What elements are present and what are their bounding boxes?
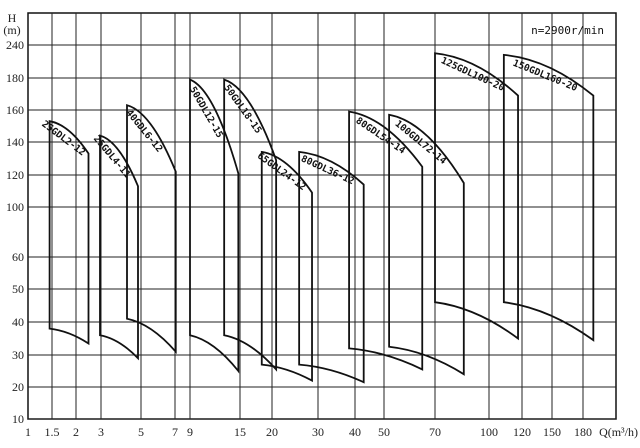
x-tick-label: 3 <box>98 425 104 439</box>
x-axis-label: Q(m³/h) <box>599 425 638 439</box>
series-label: 125GDL100-20 <box>439 55 506 94</box>
x-tick-label: 180 <box>574 425 592 439</box>
x-tick-label: 5 <box>138 425 144 439</box>
y-tick-label: 20 <box>12 380 24 394</box>
x-tick-label: 100 <box>480 425 498 439</box>
y-tick-label: 100 <box>6 200 24 214</box>
y-tick-label: 180 <box>6 71 24 85</box>
x-tick-label: 9 <box>187 425 193 439</box>
x-tick-label: 2 <box>73 425 79 439</box>
y-tick-label: 60 <box>12 250 24 264</box>
envelope-150GDL160-20 <box>502 53 595 342</box>
x-tick-label: 40 <box>349 425 361 439</box>
y-tick-label: 40 <box>12 315 24 329</box>
x-tick-label: 150 <box>543 425 561 439</box>
y-tick-label: 10 <box>12 412 24 426</box>
y-axis-label-h: H <box>8 11 17 25</box>
x-tick-label: 1 <box>25 425 31 439</box>
envelope-80GDL36-12 <box>298 150 365 384</box>
series-label: 150GDL160-20 <box>511 58 579 94</box>
series-label: 50GDL18-15 <box>221 83 263 136</box>
y-tick-label: 140 <box>6 135 24 149</box>
x-tick-label: 7 <box>172 425 178 439</box>
envelope-40GDL6-12 <box>126 104 177 355</box>
series-label: 25GDL2-12 <box>39 119 87 159</box>
envelope-50GDL18-15 <box>223 78 278 372</box>
envelope-65GDL24-12 <box>260 150 313 383</box>
x-tick-label: 50 <box>378 425 390 439</box>
y-axis-label-unit: (m) <box>3 23 20 37</box>
y-tick-label: 160 <box>6 103 24 117</box>
y-tick-label: 30 <box>12 348 24 362</box>
envelope-125GDL100-20 <box>434 52 519 341</box>
x-tick-label: 15 <box>234 425 246 439</box>
series-label: 40GDL6-12 <box>123 108 164 155</box>
tick-labels: 10 20 30 40 50 60 100 120 140 160 180 240 1 1.5 2 3 5 7 9 1… <box>6 38 592 439</box>
envelope-50GDL12-15 <box>189 78 240 374</box>
x-tick-label: 120 <box>513 425 531 439</box>
envelope-25GDL2-12 <box>48 120 90 346</box>
envelope-100GDL72-14 <box>388 113 465 376</box>
speed-annotation: n=2900r/min <box>531 24 604 37</box>
y-tick-label: 240 <box>6 38 24 52</box>
y-tick-label: 120 <box>6 168 24 182</box>
x-tick-label: 20 <box>266 425 278 439</box>
envelope-80GDL54-14 <box>348 110 424 371</box>
envelope-25GDL4-11 <box>99 134 139 361</box>
x-tick-label: 1.5 <box>45 425 60 439</box>
x-tick-label: 70 <box>429 425 441 439</box>
y-tick-label: 50 <box>12 282 24 296</box>
x-tick-label: 30 <box>312 425 324 439</box>
